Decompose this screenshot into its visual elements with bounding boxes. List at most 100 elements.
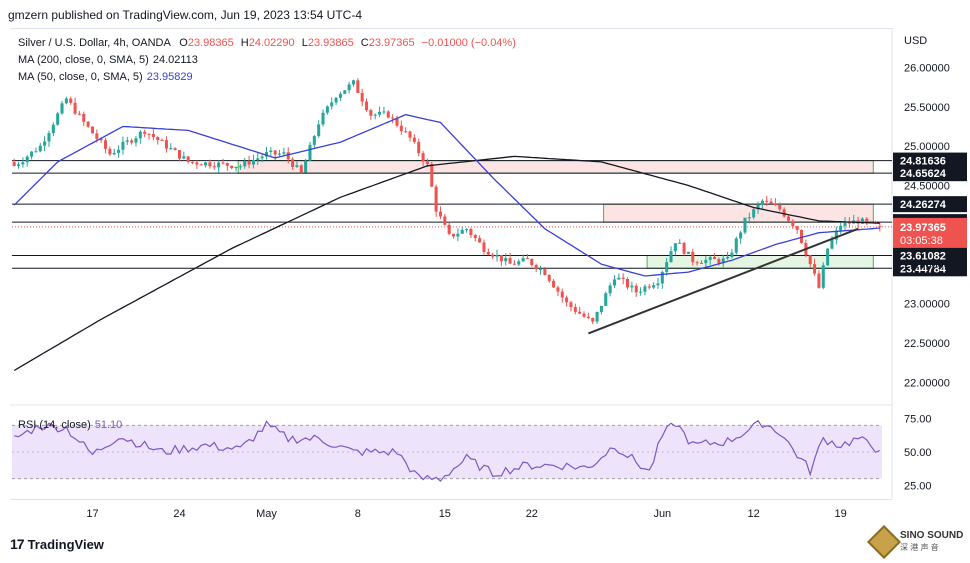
candle-body	[151, 133, 155, 137]
candle-body	[221, 162, 225, 164]
candle-body	[412, 137, 416, 142]
candle-body	[726, 256, 730, 259]
price-axis: USD24.8163624.6562424.2627424.0345723.61…	[893, 35, 967, 492]
candle-body	[460, 229, 464, 234]
candle-body	[543, 268, 547, 275]
low-label: L	[301, 37, 308, 49]
candle-body	[291, 159, 295, 168]
candle-body	[669, 251, 673, 263]
candle-body	[317, 124, 321, 137]
candle-body	[256, 158, 260, 160]
level-label-bg-5	[893, 260, 967, 277]
candle-body	[204, 162, 208, 166]
zones	[237, 160, 874, 269]
candle-body	[630, 285, 634, 288]
candle-body	[730, 252, 734, 257]
zone-resistance-1	[603, 203, 874, 223]
candle-body	[582, 313, 586, 317]
candle-body	[556, 287, 560, 292]
rsi-tick-label: 75.00	[904, 414, 932, 426]
legend-rsi: RSI (14, close) 51.10	[18, 419, 122, 431]
candle-body	[286, 152, 290, 160]
candle-body	[591, 317, 595, 322]
candle-body	[491, 254, 495, 257]
candle-body	[495, 255, 499, 257]
candle-body	[473, 235, 477, 239]
rsi-line	[14, 419, 881, 482]
candle-body	[125, 140, 129, 142]
open-value: 23.98365	[187, 37, 234, 49]
candle-body	[482, 242, 486, 252]
candle-body	[569, 302, 573, 308]
candle-body	[573, 307, 577, 312]
ma50-value: 23.95829	[146, 71, 193, 83]
candle-body	[756, 204, 760, 210]
tradingview-logo-icon: 17	[10, 536, 25, 552]
candle-body	[325, 106, 329, 113]
candle-body	[860, 218, 864, 224]
candle-body	[847, 222, 851, 224]
zone-resistance-0	[237, 160, 874, 174]
candle-body	[521, 258, 525, 262]
candle-body	[547, 274, 551, 281]
candle-body	[278, 153, 282, 155]
y-tick-label: 22.00000	[904, 377, 950, 389]
level-label-4: 23.61082	[900, 250, 946, 262]
candle-body	[869, 221, 873, 223]
candle-body	[182, 156, 186, 159]
candle-body	[743, 217, 747, 233]
level-label-0: 24.81636	[900, 156, 946, 168]
candle-body	[595, 311, 599, 322]
candle-body	[217, 162, 221, 168]
x-tick-label: Jun	[653, 508, 671, 520]
candle-body	[691, 251, 695, 263]
candle-body	[64, 98, 68, 104]
high-label: H	[240, 37, 249, 49]
candle-body	[430, 164, 434, 187]
close-label: C	[360, 37, 369, 49]
trendline	[588, 227, 859, 335]
candle-body	[143, 131, 147, 134]
level-label-bg-4	[893, 247, 967, 264]
candle-body	[82, 113, 86, 122]
candle-body	[660, 271, 664, 284]
candle-body	[25, 156, 29, 163]
candle-body	[295, 165, 299, 168]
symbol-name: Silver / U.S. Dollar, 4h, OANDA	[18, 37, 171, 49]
ma50-line	[13, 113, 880, 277]
candle-body	[360, 92, 364, 102]
candle-body	[386, 111, 390, 118]
candle-body	[512, 263, 516, 265]
candle-body	[560, 291, 564, 298]
candle-body	[164, 140, 168, 149]
candle-body	[347, 84, 351, 91]
x-tick-label: 17	[86, 508, 98, 520]
candle-body	[177, 150, 181, 159]
candle-body	[417, 141, 421, 154]
candle-body	[351, 80, 355, 85]
candle-body	[508, 258, 512, 264]
tradingview-footer[interactable]: 17 TradingView	[10, 536, 104, 552]
y-tick-label: 22.50000	[904, 338, 950, 350]
candle-body	[773, 203, 777, 206]
candle-body	[43, 141, 47, 146]
candle-body	[621, 277, 625, 279]
candle-body	[330, 102, 334, 107]
candle-body	[447, 224, 451, 234]
candle-body	[647, 286, 651, 288]
x-tick-label: May	[256, 508, 277, 520]
legend-ma200: MA (200, close, 0, SMA, 5) 24.02113	[18, 54, 198, 66]
candle-body	[699, 262, 703, 264]
grid	[10, 28, 893, 498]
candle-body	[421, 153, 425, 162]
ma50-label: MA (50, close, 0, SMA, 5)	[18, 71, 143, 83]
candle-body	[47, 133, 51, 142]
candle-body	[813, 264, 817, 274]
countdown-label: 03:05:38	[900, 235, 943, 247]
sino-sound-logo-icon	[867, 525, 901, 559]
candle-body	[834, 230, 838, 240]
candle-body	[782, 209, 786, 217]
x-tick-label: 15	[439, 508, 451, 520]
candle-body	[465, 229, 469, 231]
